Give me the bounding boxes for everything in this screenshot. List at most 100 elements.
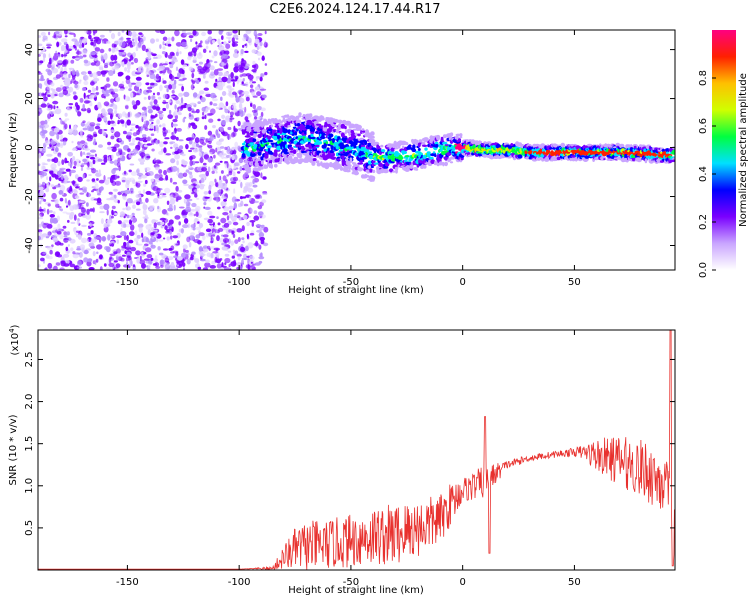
spectrogram-cell (132, 38, 135, 42)
spectrogram-cell (52, 100, 59, 105)
spectrogram-cell (231, 231, 234, 236)
spectrogram-cell (119, 41, 126, 48)
spectrogram-cell (171, 83, 177, 90)
spectrogram-cell (282, 128, 289, 134)
spectrogram-cell (143, 245, 147, 249)
spectrogram-cell (348, 131, 351, 137)
spectrogram-cell (207, 210, 213, 216)
spectrogram-cell (247, 187, 254, 193)
spectrogram-cell (42, 165, 46, 171)
spectrogram-cell (46, 84, 51, 91)
spectrogram-cell (257, 116, 262, 120)
spectrogram-cell (107, 234, 111, 241)
spectrogram-cell (67, 219, 70, 223)
spectrogram-cell (56, 254, 63, 258)
spectrogram-cell (63, 72, 68, 79)
spectrogram-cell (72, 251, 76, 255)
spectrogram-cell (94, 125, 101, 130)
colorbar-tick-label: 0.4 (698, 166, 709, 182)
spectrogram-cell (245, 124, 250, 127)
spectrogram-cell (238, 216, 243, 221)
spectrogram-cell (82, 127, 88, 131)
spectrogram-cell (387, 155, 393, 160)
spectrogram-cell (49, 176, 52, 182)
spectrogram-cell (206, 144, 209, 148)
spectrogram-cell (229, 31, 233, 34)
spectrogram-cell (119, 211, 125, 217)
spectrogram-cell (249, 142, 255, 145)
spectrogram-cell (218, 45, 225, 51)
spectrogram-cell (243, 258, 249, 261)
spectrogram-cell (190, 224, 196, 228)
spectrogram-cell (86, 152, 91, 155)
spectrogram-cell (80, 167, 84, 172)
spectrogram-cell (147, 95, 151, 101)
spectrogram-cell (153, 99, 158, 105)
spectrogram-cell (128, 169, 132, 173)
spectrogram-cell (191, 143, 196, 148)
spectrogram-cell (162, 63, 168, 66)
spectrogram-cell (185, 200, 190, 207)
spectrogram-cell (369, 168, 373, 173)
spectrogram-cell (215, 228, 218, 234)
spectrogram-cell (257, 119, 262, 124)
spectrogram-cell (103, 85, 107, 91)
spectrogram-cell (210, 92, 216, 99)
spectrogram-cell (78, 44, 83, 49)
spectrogram-cell (92, 159, 96, 165)
spectrogram-cell (65, 168, 71, 172)
spectrogram-cell (49, 210, 53, 213)
spectrogram-cell (56, 231, 62, 235)
figure-title: C2E6.2024.124.17.44.R17 (269, 2, 441, 17)
spectrogram-cell (253, 200, 259, 204)
spectrogram-cell (178, 112, 182, 116)
spectrogram-cell (151, 236, 155, 240)
spectrogram-cell (147, 263, 151, 270)
spectrogram-cell (608, 158, 614, 161)
spectrogram-cell (62, 54, 68, 57)
spectrogram-cell (230, 79, 238, 82)
spectrogram-cell (143, 258, 150, 261)
spectrogram-cell (78, 251, 83, 258)
spectrogram-cell (189, 155, 193, 161)
spectrogram-cell (114, 65, 120, 70)
spectrogram-cell (114, 173, 118, 180)
spectrogram-cell (238, 102, 243, 109)
spectrogram-ytick-label: -40 (24, 237, 35, 253)
spectrogram-cell (58, 228, 62, 232)
spectrogram-cell (370, 131, 375, 136)
spectrogram-cell (63, 179, 68, 185)
spectrogram-cell (145, 224, 152, 231)
spectrogram-cell (83, 62, 90, 67)
spectrogram-cell (113, 47, 118, 52)
spectrogram-cell (40, 31, 46, 36)
spectrogram-cell (224, 262, 227, 265)
spectrogram-cell (227, 126, 232, 131)
spectrogram-cell (209, 50, 211, 53)
spectrogram-cell (248, 255, 255, 261)
spectrogram-cell (207, 62, 212, 68)
spectrogram-cell (195, 234, 201, 239)
spectrogram-frame (37, 29, 676, 271)
spectrogram-cell (49, 170, 54, 174)
spectrogram-cell (130, 188, 134, 192)
spectrogram-cell (68, 128, 73, 135)
spectrogram-cell (145, 70, 151, 76)
spectrogram-cell (91, 166, 94, 169)
spectrogram-cell (141, 134, 147, 138)
spectrogram-cell (231, 37, 235, 43)
spectrogram-cell (186, 258, 191, 265)
spectrogram-cell (111, 168, 116, 175)
spectrogram-cell (59, 242, 64, 246)
spectrogram-cell (162, 129, 169, 135)
spectrogram-cell (170, 158, 176, 164)
spectrogram-cell (116, 235, 122, 239)
spectrogram-cell (58, 190, 64, 195)
spectrogram-cell (82, 158, 87, 163)
spectrogram-cell (216, 140, 222, 146)
spectrogram-cell (584, 155, 590, 159)
spectrogram-cell (398, 155, 403, 159)
spectrogram-cell (120, 190, 124, 194)
spectrogram-cell (367, 160, 372, 165)
spectrogram-cell (202, 111, 205, 116)
